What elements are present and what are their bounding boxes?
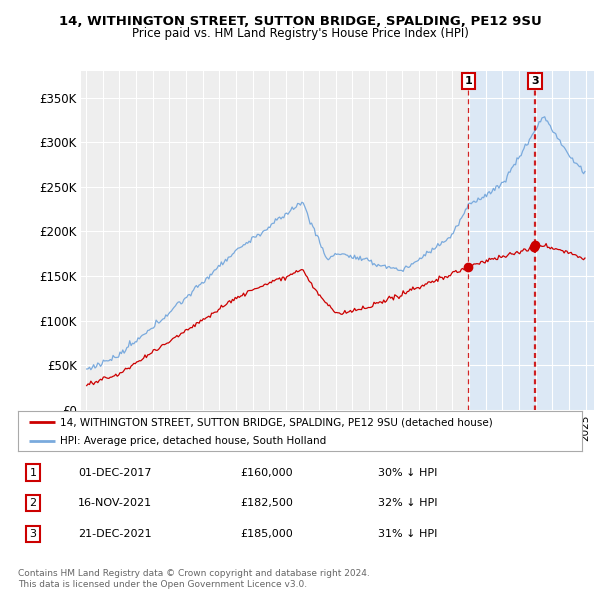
Text: 16-NOV-2021: 16-NOV-2021 (78, 499, 152, 508)
Text: £182,500: £182,500 (240, 499, 293, 508)
Text: 14, WITHINGTON STREET, SUTTON BRIDGE, SPALDING, PE12 9SU (detached house): 14, WITHINGTON STREET, SUTTON BRIDGE, SP… (60, 417, 493, 427)
Text: 32% ↓ HPI: 32% ↓ HPI (378, 499, 437, 508)
Text: Contains HM Land Registry data © Crown copyright and database right 2024.
This d: Contains HM Land Registry data © Crown c… (18, 569, 370, 589)
Text: Price paid vs. HM Land Registry's House Price Index (HPI): Price paid vs. HM Land Registry's House … (131, 27, 469, 40)
Text: 3: 3 (29, 529, 37, 539)
Text: 2: 2 (29, 499, 37, 508)
Text: 3: 3 (531, 76, 539, 86)
Text: HPI: Average price, detached house, South Holland: HPI: Average price, detached house, Sout… (60, 437, 326, 446)
Text: 31% ↓ HPI: 31% ↓ HPI (378, 529, 437, 539)
Text: 14, WITHINGTON STREET, SUTTON BRIDGE, SPALDING, PE12 9SU: 14, WITHINGTON STREET, SUTTON BRIDGE, SP… (59, 15, 541, 28)
Text: £185,000: £185,000 (240, 529, 293, 539)
Text: 01-DEC-2017: 01-DEC-2017 (78, 468, 151, 477)
Text: 1: 1 (29, 468, 37, 477)
Text: 1: 1 (464, 76, 472, 86)
Bar (469, 71, 600, 410)
Text: 21-DEC-2021: 21-DEC-2021 (78, 529, 152, 539)
Text: 30% ↓ HPI: 30% ↓ HPI (378, 468, 437, 477)
Text: £160,000: £160,000 (240, 468, 293, 477)
